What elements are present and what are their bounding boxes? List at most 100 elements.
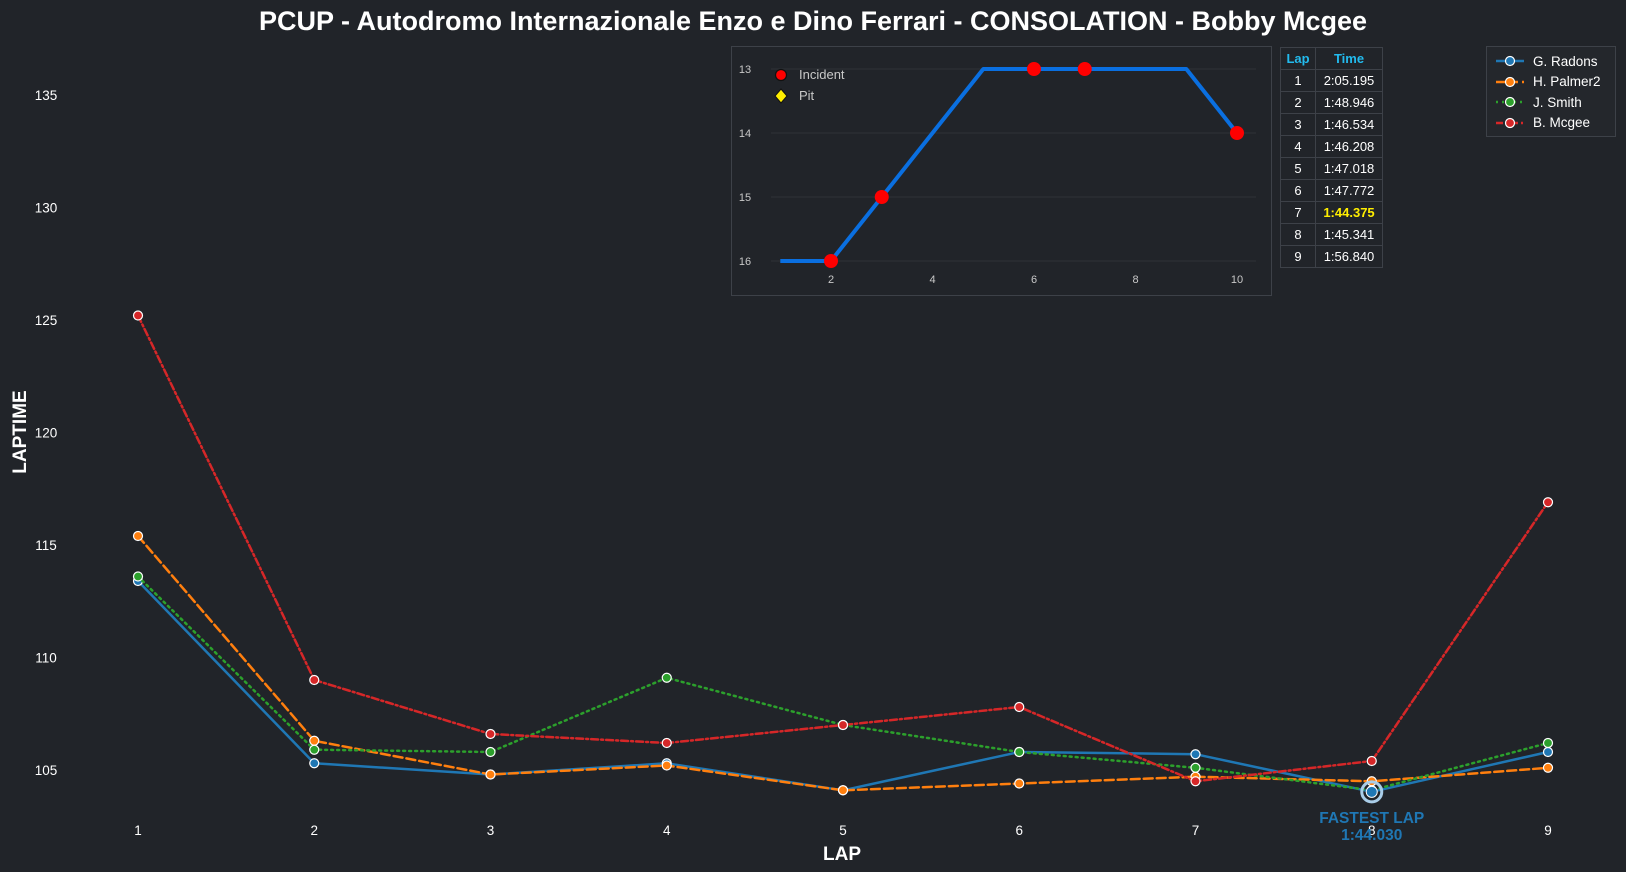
lap-time-cell: 2:05.195: [1315, 69, 1383, 92]
x-axis-label: LAP: [823, 844, 861, 865]
incident-marker: [1027, 62, 1041, 76]
data-point-series-4: [309, 674, 320, 686]
y-tick-label: 135: [35, 88, 58, 103]
lap-time-cell: 1:47.772: [1315, 179, 1383, 202]
lap-time-table: Lap Time 1 2:05.195 2 1:48.946 3 1:46.534 4 1:46.…: [1280, 47, 1383, 268]
x-tick-label: 8: [1368, 823, 1376, 838]
table-row: 5 1:47.018: [1280, 157, 1383, 180]
lap-number-cell: 5: [1280, 157, 1316, 180]
data-point-series-4: [132, 310, 144, 321]
lap-time-cell: 1:48.946: [1315, 91, 1383, 114]
legend-marker: [1504, 117, 1516, 128]
legend-item: H. Palmer2: [1487, 72, 1615, 93]
lap-time-cell: 1:56.840: [1315, 245, 1383, 268]
x-tick-label: 6: [1015, 823, 1023, 838]
data-point-series-3: [1190, 762, 1201, 773]
data-point-series-3: [661, 672, 672, 683]
incident-marker: [1230, 126, 1244, 140]
lap-number-cell: 6: [1280, 179, 1316, 202]
data-point-series-2: [661, 760, 672, 771]
y-tick-label: 105: [35, 763, 58, 778]
lap-time-cell: 1:46.208: [1315, 135, 1383, 158]
data-point-series-4: [1190, 776, 1201, 787]
data-point-series-2: [485, 769, 496, 780]
data-point-series-4: [485, 728, 496, 740]
series-line-3: [136, 575, 1550, 792]
x-tick-label: 9: [1544, 823, 1552, 838]
table-row: 4 1:46.208: [1280, 135, 1383, 158]
lap-time-cell: 1:45.341: [1315, 223, 1383, 246]
inset-y-tick-label: 13: [739, 64, 751, 76]
x-tick-label: 2: [310, 823, 318, 838]
lap-number-cell: 3: [1280, 113, 1316, 136]
legend-marker: [1504, 56, 1516, 67]
data-point-series-2: [1542, 762, 1554, 773]
table-row: 7 1:44.375: [1280, 201, 1383, 224]
data-point-series-1: [1190, 749, 1201, 760]
series-line-1: [136, 579, 1550, 794]
y-tick-label: 130: [35, 201, 58, 216]
fastest-lap-label: FASTEST LAP: [1319, 810, 1424, 827]
legend-pit-label: Pit: [799, 88, 815, 103]
legend-swatch: [1496, 56, 1524, 67]
legend-swatch: [1496, 76, 1524, 87]
legend-label: H. Palmer2: [1533, 74, 1601, 90]
legend-item: B. Mcgee: [1487, 113, 1615, 134]
inset-x-tick-label: 10: [1231, 274, 1243, 286]
data-point-series-2: [132, 530, 144, 542]
incident-marker: [874, 190, 889, 204]
incident-marker: [1077, 62, 1092, 76]
legend-item: J. Smith: [1487, 92, 1615, 113]
lap-time-cell: 1:44.375: [1315, 201, 1383, 224]
fastest-lap-time: 1:44.030: [1341, 827, 1402, 844]
fastest-lap-marker: [1360, 780, 1384, 804]
lap-time-cell: 1:47.018: [1315, 157, 1383, 180]
data-point-series-4: [1014, 701, 1025, 713]
data-point-series-1: [309, 758, 320, 769]
data-point-series-3: [1542, 737, 1554, 749]
inset-x-tick-label: 2: [828, 274, 834, 286]
time-header: Time: [1315, 47, 1383, 70]
legend-incident-label: Incident: [799, 67, 845, 82]
legend-marker: [1504, 97, 1516, 108]
series-line-4: [136, 314, 1550, 783]
legend-item: G. Radons: [1487, 51, 1615, 72]
position-inset-chart: 13 14 15 16 2 4 6 8 10 Incident Pit: [731, 46, 1272, 296]
table-row: 1 2:05.195: [1280, 69, 1383, 92]
legend-label: G. Radons: [1533, 53, 1598, 69]
x-tick-label: 1: [134, 823, 142, 838]
series-line-2: [136, 534, 1550, 792]
data-point-series-3: [132, 571, 144, 582]
legend-label: B. Mcgee: [1533, 115, 1591, 131]
data-point-series-4: [1542, 497, 1554, 508]
inset-frame: [731, 46, 1272, 296]
fastest-lap-point: [1365, 785, 1378, 798]
y-tick-label: 115: [35, 538, 57, 553]
lap-number-cell: 1: [1280, 69, 1316, 92]
legend-pit-marker: [774, 88, 788, 104]
inset-x-tick-label: 6: [1031, 274, 1037, 286]
lap-number-cell: 8: [1280, 223, 1316, 246]
chart-legend: G. Radons H. Palmer2 J. Smith B. Mcgee: [1486, 46, 1616, 137]
data-point-series-4: [837, 719, 849, 731]
lap-number-cell: 7: [1280, 201, 1316, 224]
x-tick-label: 3: [487, 823, 495, 838]
position-line: [780, 67, 1239, 263]
table-row: 2 1:48.946: [1280, 91, 1383, 114]
lap-header: Lap: [1280, 47, 1316, 70]
data-point-series-4: [1366, 755, 1377, 767]
table-row: 9 1:56.840: [1280, 245, 1383, 268]
data-point-series-3: [1014, 746, 1025, 758]
incident-marker: [824, 254, 838, 268]
table-row: 3 1:46.534: [1280, 113, 1383, 136]
inset-y-tick-label: 15: [739, 192, 751, 204]
lap-number-cell: 9: [1280, 245, 1316, 268]
data-point-series-4: [661, 737, 672, 749]
x-tick-label: 4: [663, 823, 671, 838]
legend-swatch: [1496, 97, 1524, 108]
inset-x-tick-label: 8: [1132, 274, 1138, 286]
data-point-series-2: [837, 785, 849, 796]
legend-marker: [1504, 76, 1516, 87]
table-row: 8 1:45.341: [1280, 223, 1383, 246]
